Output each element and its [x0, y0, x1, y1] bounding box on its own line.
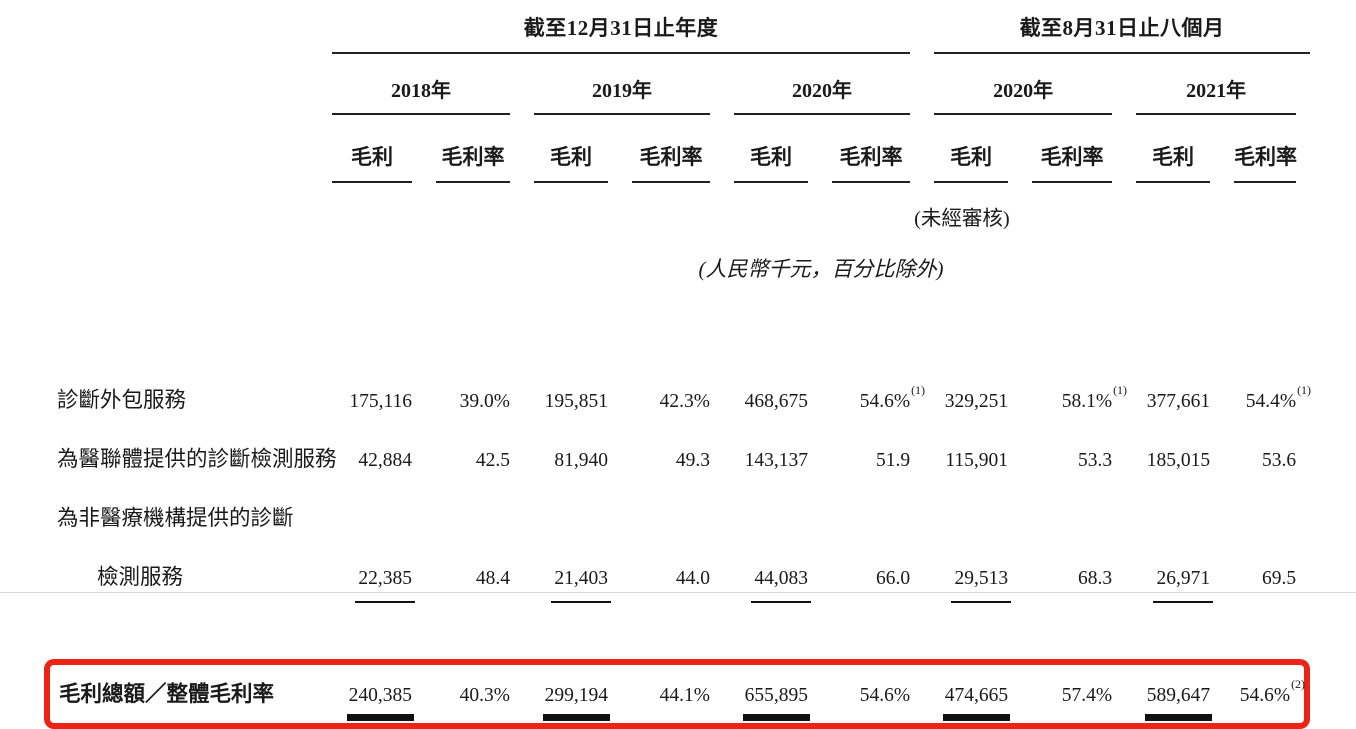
total-cell-gm-2019: 44.1%	[608, 659, 710, 729]
cell-gm-2018: 48.4	[475, 568, 510, 589]
prospectus-table-page: 截至12月31日止年度 截至8月31日止八個月 2018年 2019年 2020…	[0, 16, 1356, 729]
period-group-annual-label: 截至12月31日止年度	[332, 12, 911, 54]
period-group-header-row: 截至12月31日止年度 截至8月31日止八個月	[44, 4, 1311, 54]
total-cell-gp-8m2020: 474,665	[910, 659, 1011, 729]
total-cell-gm-2018: 40.3%	[412, 659, 510, 729]
table-row-diagnostic-outsourcing: 診斷外包服務 175,116 39.0% 195,851 42.3% 468,6…	[44, 369, 1312, 428]
gross-profit-table: 截至12月31日止年度 截至8月31日止八個月 2018年 2019年 2020…	[44, 4, 1312, 729]
header-gm-2018: 毛利率	[412, 115, 510, 183]
cell-gm-2019: 42.3%	[659, 391, 710, 412]
total-cell-gm-8m2020: 57.4%	[1008, 659, 1113, 729]
cell-gp-2019: 195,851	[544, 391, 608, 412]
total-cell-gp-8m2021: 589,647	[1112, 659, 1213, 729]
year-8m-2021: 2021年	[1112, 54, 1310, 115]
header-gp-2018: 毛利	[332, 115, 412, 183]
highlighted-total-row: 毛利總額／整體毛利率 240,385 40.3% 299,194 44.1% 6…	[44, 659, 1311, 729]
cell-gp-2018: 175,116	[349, 391, 412, 412]
footnote-ref: (1)	[1297, 383, 1312, 397]
header-gp-2019: 毛利	[510, 115, 608, 183]
table-row-non-medical-institutions-line1: 為非醫療機構提供的診斷	[44, 487, 1310, 546]
divider-line	[0, 592, 1356, 593]
total-cell-gp-2020: 655,895	[710, 659, 810, 729]
row-label: 檢測服務	[97, 565, 184, 589]
empty-cell	[44, 183, 910, 231]
cell-gp-8m2021: 377,661	[1146, 391, 1211, 412]
unit-note: (人民幣千元，百分比除外)	[698, 257, 944, 281]
cell-gp-2018: 42,884	[358, 450, 412, 471]
footnote-ref: (2)	[1291, 677, 1306, 691]
cell-gp-2020: 44,083	[710, 546, 811, 617]
measure-header-row: 毛利 毛利率 毛利 毛利率 毛利 毛利率 毛利 毛利率 毛利 毛利率	[44, 115, 1310, 183]
header-gm-8m2021: 毛利率	[1210, 115, 1310, 183]
total-cell-gm-8m2021: 54.6% (2)	[1210, 659, 1311, 729]
table-row-medical-alliance-services: 為醫聯體提供的診斷檢測服務 42,884 42.5 81,940 49.3 14…	[44, 428, 1310, 487]
empty-cell	[332, 487, 1310, 546]
cell-gm-2020: 51.9	[875, 450, 911, 471]
unaudited-note: (未經審核)	[914, 208, 1010, 230]
empty-cell	[44, 54, 332, 115]
unaudited-note-row: (未經審核)	[44, 183, 1310, 231]
empty-corner-cell	[44, 4, 332, 54]
cell-gp-8m2020: 329,251	[944, 391, 1009, 412]
row-label: 診斷外包服務	[57, 388, 187, 412]
header-gp-2020: 毛利	[710, 115, 808, 183]
row-label: 為非醫療機構提供的診斷	[57, 506, 294, 530]
cell-gm-8m2020: 68.3	[1077, 568, 1113, 589]
cell-gp-8m2020: 29,513	[910, 546, 1012, 617]
empty-cell	[44, 115, 332, 183]
cell-gm-2019: 44.0	[675, 568, 710, 589]
cell-gm-2018: 39.0%	[459, 391, 510, 412]
cell-gm-8m2021: 69.5	[1261, 568, 1297, 589]
total-cell-gp-2019: 299,194	[510, 659, 610, 729]
row-label: 為醫聯體提供的診斷檢測服務	[57, 447, 337, 471]
table-row-non-medical-institutions-line2: 檢測服務 22,385 48.4 21,403 44.0 44,083 66.0…	[44, 546, 1310, 617]
year-2020: 2020年	[710, 54, 911, 115]
year-2019: 2019年	[510, 54, 710, 115]
footnote-ref: (1)	[911, 383, 926, 397]
cell-gp-8m2020: 115,901	[945, 450, 1009, 471]
cell-gm-2020: 66.0	[875, 568, 911, 589]
cell-gp-2019: 81,940	[554, 450, 608, 471]
cell-gp-2020: 468,675	[744, 391, 808, 412]
cell-gm-2020: 54.6% (1)	[859, 383, 926, 412]
unit-note-row: (人民幣千元，百分比除外)	[44, 231, 1310, 369]
cell-gp-8m2021: 26,971	[1112, 546, 1214, 617]
cell-gm-2018: 42.5	[475, 450, 510, 471]
empty-cell	[1112, 183, 1310, 231]
cell-gm-8m2020: 53.3	[1077, 450, 1113, 471]
period-group-eight-months-label: 截至8月31日止八個月	[934, 12, 1311, 54]
year-header-row: 2018年 2019年 2020年 2020年 2021年	[44, 54, 1310, 115]
total-row-label: 毛利總額／整體毛利率	[44, 659, 332, 729]
total-cell-gm-2020: 54.6%	[808, 659, 911, 729]
header-gp-8m2021: 毛利	[1112, 115, 1211, 183]
year-2018: 2018年	[332, 54, 510, 115]
cell-gm-8m2020: 58.1% (1)	[1061, 383, 1128, 412]
empty-cell	[44, 231, 332, 369]
cell-gp-8m2021: 185,015	[1146, 450, 1211, 471]
cell-gm-2019: 49.3	[675, 450, 710, 471]
cell-gp-2018: 22,385	[332, 546, 415, 617]
cell-gm-8m2021: 54.4% (1)	[1245, 383, 1312, 412]
period-group-annual: 截至12月31日止年度	[332, 4, 911, 54]
header-gp-8m2020: 毛利	[910, 115, 1009, 183]
year-8m-2020: 2020年	[910, 54, 1113, 115]
total-cell-gp-2018: 240,385	[332, 659, 414, 729]
header-gm-8m2020: 毛利率	[1008, 115, 1113, 183]
cell-gp-2020: 143,137	[744, 450, 808, 471]
cell-gp-2019: 21,403	[510, 546, 611, 617]
header-gm-2020: 毛利率	[808, 115, 911, 183]
spacer-row	[44, 617, 1310, 659]
header-gm-2019: 毛利率	[608, 115, 710, 183]
cell-gm-8m2021: 53.6	[1261, 450, 1297, 471]
footnote-ref: (1)	[1113, 383, 1128, 397]
period-group-eight-months: 截至8月31日止八個月	[910, 4, 1311, 54]
